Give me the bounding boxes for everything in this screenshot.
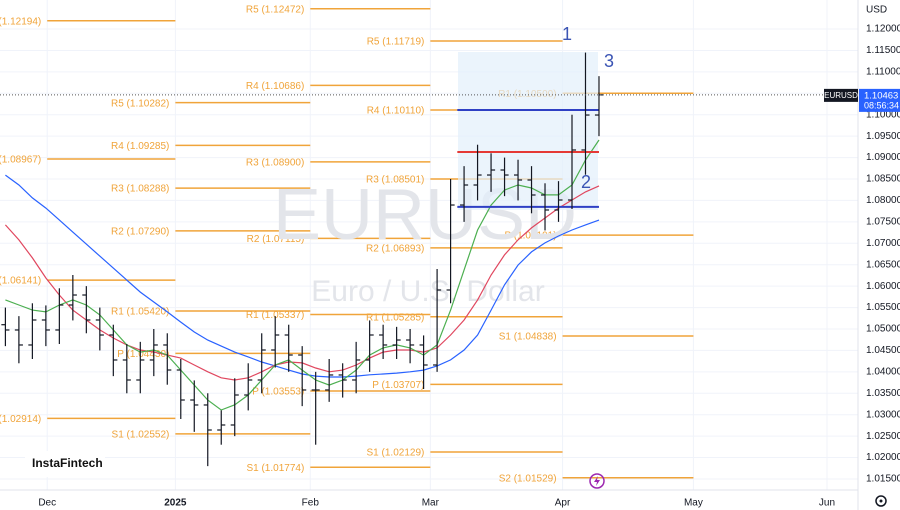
volume-profile-box [458, 52, 598, 210]
annotation: 2 [581, 172, 591, 192]
y-tick-label: 1.02500 [866, 431, 900, 442]
x-tick-label: Feb [302, 498, 320, 509]
brand-box [25, 451, 105, 477]
y-tick-label: 1.04000 [866, 366, 900, 377]
watermark-subtitle: Euro / U.S. Dollar [311, 275, 544, 308]
y-tick-label: 1.04500 [866, 345, 900, 356]
pivot-label: S1 (1.02552) [112, 430, 170, 441]
x-tick-label: Jun [819, 498, 835, 509]
pivot-label: P (1.04430) [117, 349, 169, 360]
symbol-label: EURUSD [824, 91, 858, 100]
pivot-label: (1.08967) [0, 155, 41, 166]
event-icon-bolt [594, 476, 600, 486]
pivot-label: R1 (1.05420) [111, 307, 169, 318]
pivot-label: R3 (1.08288) [111, 184, 169, 195]
pivot-label: R5 (1.10282) [111, 98, 169, 109]
symbol-box [824, 88, 858, 102]
countdown: 08:56:34 [864, 100, 899, 110]
y-tick-label: 1.07500 [866, 216, 900, 227]
background-layer: (1.12194) (1.08967) (1.06141) (1.02914) R5 (… [0, 0, 858, 490]
settings-icon[interactable] [875, 495, 887, 507]
pivot-label: R5 (1.12472) [246, 4, 304, 15]
x-tick-label: May [684, 498, 703, 509]
y-tick-label: 1.06500 [866, 259, 900, 270]
settings-icon-center [879, 499, 883, 503]
pivot-label: (1.02914) [0, 414, 41, 425]
pivot-label: R3 (1.08501) [366, 175, 424, 186]
plot [0, 52, 858, 467]
pivot-label: R3 (1.08900) [246, 158, 304, 169]
pivot-label: S1 (1.02129) [367, 448, 425, 459]
y-tick-label: 1.01500 [866, 474, 900, 485]
y-tick-label: 1.05000 [866, 324, 900, 335]
pivot-label: S2 (1.01529) [499, 473, 557, 484]
y-tick-label: 1.05500 [866, 302, 900, 313]
pivot-label: S1 (1.04838) [499, 332, 557, 343]
y-tick-label: 1.06000 [866, 281, 900, 292]
y-tick-label: 1.08000 [866, 195, 900, 206]
y-tick-label: 1.09500 [866, 131, 900, 142]
pivot-label: R2 (1.06893) [366, 244, 424, 255]
brand: InstaFintech [32, 456, 103, 470]
y-tick-label: 1.11000 [866, 67, 900, 78]
y-tick-label: 1.03000 [866, 409, 900, 420]
x-tick-label: Dec [38, 498, 56, 509]
y-tick-label: 1.08500 [866, 174, 900, 185]
y-tick-label: 1.02000 [866, 452, 900, 463]
event-icon[interactable] [589, 473, 605, 489]
pivot-label: R4 (1.09285) [111, 141, 169, 152]
annotation: 1 [562, 24, 572, 44]
pivot-label: R4 (1.10110) [367, 106, 425, 117]
y-tick-label: 1.10000 [866, 109, 900, 120]
last-price-label: 1.10463 [864, 90, 898, 101]
pivot-label: R2 (1.07115) [247, 234, 305, 245]
y-tick-label: 1.07000 [866, 238, 900, 249]
x-tick-label: Mar [422, 498, 440, 509]
annotation: 3 [604, 51, 614, 71]
pivot-label: R1 (1.05337) [246, 310, 304, 321]
pivot-label: S1 (1.01774) [246, 463, 304, 474]
pivot-label: R4 (1.10686) [246, 81, 304, 92]
y-tick-label: 1.12000 [866, 24, 900, 35]
pivot-label: R2 (1.07290) [111, 226, 169, 237]
pivot-label: (1.12194) [0, 16, 41, 27]
pivot-label: R1 (1.05285) [366, 312, 424, 323]
x-tick-label: 2025 [164, 498, 187, 509]
pivot-label: P (1.07191) [504, 231, 556, 242]
y-tick-label: 1.03500 [866, 388, 900, 399]
pivot-label: R5 (1.11719) [367, 37, 425, 48]
y-tick-label: 1.11500 [866, 45, 900, 56]
y-tick-label: 1.09000 [866, 152, 900, 163]
x-tick-label: Apr [555, 498, 571, 509]
pivot-label: P (1.03553) [252, 387, 304, 398]
pivot-label: (1.06141) [0, 276, 41, 287]
pivot-label: P (1.03707) [372, 380, 424, 391]
price-box [859, 88, 900, 112]
currency: USD [866, 5, 887, 16]
